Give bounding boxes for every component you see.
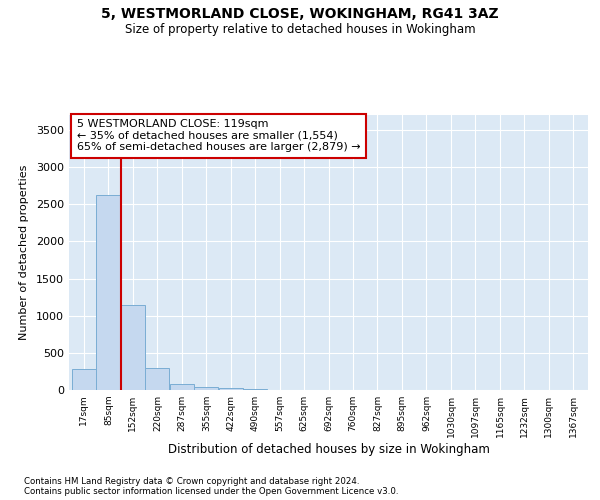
Text: 5, WESTMORLAND CLOSE, WOKINGHAM, RG41 3AZ: 5, WESTMORLAND CLOSE, WOKINGHAM, RG41 3A… [101,8,499,22]
Bar [194,386,218,390]
Bar [97,194,121,390]
Text: Size of property relative to detached houses in Wokingham: Size of property relative to detached ho… [125,22,475,36]
Text: 5 WESTMORLAND CLOSE: 119sqm
← 35% of detached houses are smaller (1,554)
65% of : 5 WESTMORLAND CLOSE: 119sqm ← 35% of det… [77,119,361,152]
Bar [121,306,145,390]
Bar [72,369,96,390]
Bar [145,368,169,390]
Bar [170,384,194,390]
Text: Contains HM Land Registry data © Crown copyright and database right 2024.: Contains HM Land Registry data © Crown c… [24,478,359,486]
Bar [218,388,242,390]
Text: Distribution of detached houses by size in Wokingham: Distribution of detached houses by size … [168,442,490,456]
Y-axis label: Number of detached properties: Number of detached properties [19,165,29,340]
Text: Contains public sector information licensed under the Open Government Licence v3: Contains public sector information licen… [24,488,398,496]
